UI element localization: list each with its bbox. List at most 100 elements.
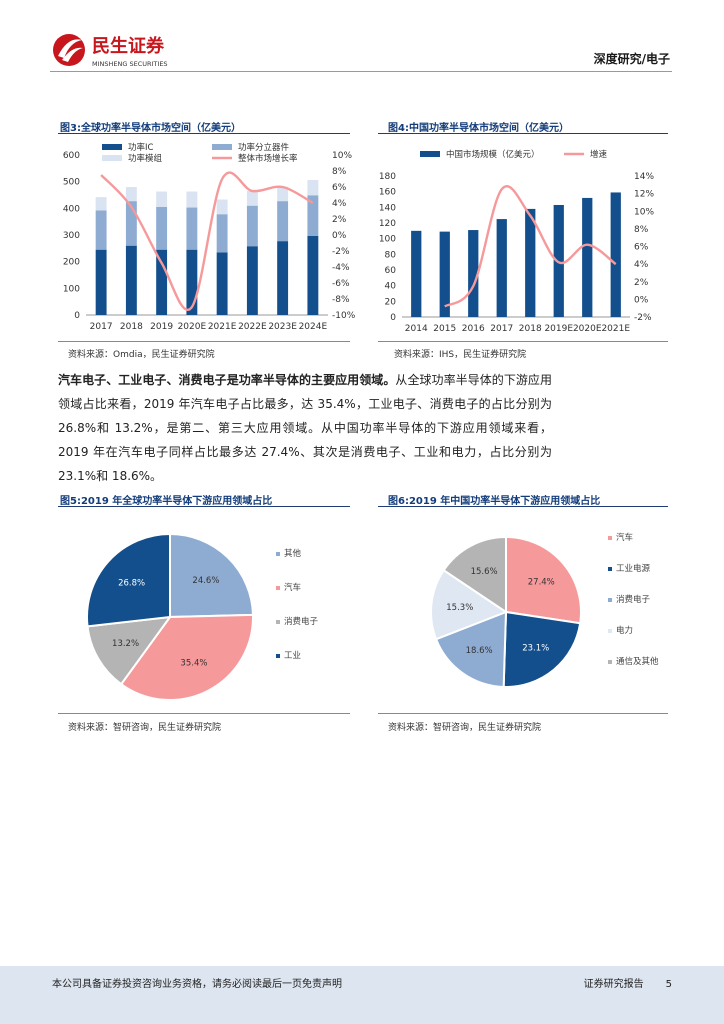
- fig3-legend-swatch: [102, 144, 122, 150]
- fig5-slice-label: 35.4%: [180, 659, 207, 669]
- fig3-xtick-label: 2021E: [208, 322, 237, 332]
- fig4-xtick-label: 2016: [462, 324, 485, 334]
- fig6-slice-label: 18.6%: [466, 646, 493, 656]
- fig6-legend-swatch: [608, 536, 612, 540]
- fig3-bar: [307, 235, 319, 315]
- fig6-legend-label: 通信及其他: [616, 656, 659, 667]
- fig6-slice: [502, 610, 582, 688]
- fig5-source-rule: [58, 713, 350, 714]
- fig3-legend-label: 功率模组: [128, 153, 163, 164]
- fig5-source: 资料来源：智研咨询，民生证券研究院: [68, 723, 222, 733]
- fig5-legend-swatch: [276, 620, 280, 624]
- fig4-ytick-label: 20: [385, 297, 397, 307]
- fig6-slice-label: 27.4%: [528, 578, 555, 588]
- fig4-bar: [439, 231, 450, 317]
- fig5-legend-swatch: [276, 654, 280, 658]
- fig4-legend-label: 增速: [590, 149, 608, 160]
- fig3-y2tick-label: -2%: [332, 247, 350, 257]
- fig5-slice: [86, 532, 171, 628]
- fig3-ytick-label: 600: [63, 151, 80, 161]
- fig4-source: 资料来源：IHS，民生证券研究院: [394, 350, 527, 360]
- fig3-bar: [156, 191, 168, 207]
- fig5-legend-label: 工业: [284, 650, 301, 661]
- fig3-bar: [186, 249, 198, 315]
- fig4-chart: 0 20 40 60 80 100 120 140 160 180 -2% 0% 2% 4% 6% 8% 10%…: [379, 149, 655, 334]
- company-logo: 民生证券 MINSHENG SECURITIES: [53, 34, 168, 68]
- fig3-bar: [277, 241, 289, 315]
- fig6-legend-label: 工业电源: [616, 563, 651, 574]
- fig4-y2tick-label: 12%: [634, 190, 654, 200]
- footer-report-type: 证券研究报告: [583, 979, 644, 990]
- section-label: 深度研究/电子: [593, 52, 670, 66]
- fig3-legend-label: 整体市场增长率: [238, 153, 298, 164]
- fig5-title-rule: [58, 506, 350, 507]
- fig3-ytick-label: 300: [63, 231, 80, 241]
- fig3-ytick-label: 400: [63, 204, 80, 214]
- fig3-y2tick-label: -6%: [332, 279, 350, 289]
- fig3-bar: [125, 187, 137, 202]
- fig3-y2tick-label: 8%: [332, 167, 347, 177]
- fig4-xtick-label: 2019E: [544, 324, 573, 334]
- logo-text-en: MINSHENG SECURITIES: [92, 60, 168, 68]
- fig3-bar: [246, 205, 258, 247]
- fig3-y2tick-label: 0%: [332, 231, 347, 241]
- fig3-legend-label: 功率分立器件: [238, 142, 290, 153]
- fig3-xtick-label: 2017: [90, 322, 113, 332]
- footer-disclaimer: 本公司具备证券投资咨询业务资格，请务必阅读最后一页免责声明: [52, 979, 342, 990]
- fig6-legend-swatch: [608, 660, 612, 664]
- fig3-source-rule: [58, 341, 350, 342]
- fig3-bar: [186, 191, 198, 208]
- fig5-legend-label: 其他: [284, 548, 302, 559]
- fig3-bar: [156, 249, 168, 315]
- fig3-bar: [95, 249, 107, 315]
- fig3-bar: [277, 201, 289, 242]
- paragraph-text: 从全球功率半导体的下游应用领域占比来看，2019 年汽车电子占比最多，达 35.…: [58, 373, 552, 483]
- fig4-ytick-label: 180: [379, 172, 396, 182]
- fig3-xtick-label: 2023E: [268, 322, 297, 332]
- fig6-slice-label: 15.3%: [446, 603, 473, 613]
- fig5-slice: [119, 613, 254, 701]
- fig3-title: 图3:全球功率半导体市场空间（亿美元）: [60, 123, 241, 134]
- fig4-bar: [468, 230, 479, 317]
- fig4-bar: [411, 230, 422, 317]
- fig4-legend-label: 中国市场规模（亿美元）: [446, 149, 540, 160]
- fig6-slice-label: 15.6%: [471, 567, 498, 577]
- fig3-chart: 0 100 200 300 400 500 600 -10% -8% -6% -4% -2% 0% 2% 4…: [63, 142, 356, 332]
- fig4-xtick-label: 2015: [433, 324, 456, 334]
- fig6-slice: [430, 568, 509, 641]
- fig6-legend-label: 电力: [616, 625, 633, 636]
- fig5-title: 图5:2019 年全球功率半导体下游应用领域占比: [60, 496, 273, 507]
- fig3-ytick-label: 200: [63, 258, 80, 268]
- fig3-ytick-label: 500: [63, 178, 80, 188]
- fig4-title-rule: [378, 133, 668, 134]
- fig3-bar: [95, 210, 107, 250]
- fig6-legend-label: 消费电子: [616, 594, 651, 605]
- fig5-slice-label: 13.2%: [112, 639, 139, 649]
- fig4-y2tick-label: 0%: [634, 295, 649, 305]
- paragraph-lead: 汽车电子、工业电子、消费电子是功率半导体的主要应用领域。: [58, 373, 396, 387]
- fig5-legend-label: 汽车: [284, 582, 301, 593]
- footer-bar: [0, 966, 724, 1024]
- fig3-ytick-label: 0: [74, 311, 80, 321]
- fig6-slice: [442, 535, 507, 614]
- fig6-source: 资料来源：智研咨询，民生证券研究院: [388, 723, 542, 733]
- fig6-slice: [434, 610, 508, 688]
- fig6-legend-label: 汽车: [616, 532, 633, 543]
- fig3-growth-line: [100, 171, 314, 311]
- fig4-bar: [496, 219, 507, 317]
- footer-right: 证券研究报告 5: [562, 975, 672, 990]
- fig4-ytick-label: 140: [379, 203, 396, 213]
- fig4-y2tick-label: 4%: [634, 260, 649, 270]
- fig3-y2tick-label: -8%: [332, 295, 350, 305]
- fig3-xtick-label: 2024E: [299, 322, 328, 332]
- fig6-source-rule: [378, 713, 668, 714]
- fig5-legend-swatch: [276, 552, 280, 556]
- fig3-bar: [246, 191, 258, 206]
- fig3-bar: [246, 246, 258, 315]
- fig3-title-rule: [58, 133, 350, 134]
- fig4-bar: [610, 192, 621, 317]
- fig4-ytick-label: 80: [385, 250, 397, 260]
- fig5-slice-label: 24.6%: [192, 576, 219, 586]
- fig3-source: 资料来源：Omdia，民生证券研究院: [68, 350, 215, 360]
- fig4-ytick-label: 120: [379, 219, 396, 229]
